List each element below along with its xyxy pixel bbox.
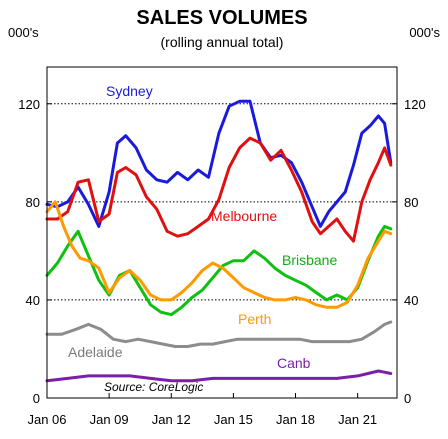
series-line-sydney	[45, 99, 393, 228]
series-line-brisbane	[45, 224, 393, 317]
y-tick-label-right: 120	[404, 97, 426, 112]
series-label-brisbane: Brisbane	[282, 252, 337, 268]
series-label-melbourne: Melbourne	[211, 208, 277, 224]
y-unit-right: 000's	[409, 25, 440, 40]
x-tick-label: Jan 15	[214, 412, 253, 427]
y-unit-left: 000's	[8, 25, 39, 40]
series-label-adelaide: Adelaide	[68, 344, 123, 360]
series-lines	[45, 99, 393, 383]
y-axis-left-labels: 0 40 80 120	[18, 97, 40, 406]
y-tick-label-left: 0	[33, 391, 40, 406]
series-label-canb: Canb	[277, 355, 311, 371]
y-tick-label-right: 80	[404, 195, 418, 210]
x-tick-label: Jan 09	[90, 412, 129, 427]
x-tick-label: Jan 18	[276, 412, 315, 427]
x-axis-labels: Jan 06 Jan 09 Jan 12 Jan 15 Jan 18 Jan 21	[27, 412, 377, 427]
source-note: Source: CoreLogic	[104, 380, 203, 394]
series-line-perth	[45, 200, 393, 309]
chart-subtitle: (rolling annual total)	[161, 34, 284, 50]
axis-ticks	[46, 103, 397, 399]
y-tick-label-right: 0	[404, 391, 411, 406]
y-tick-label-left: 120	[18, 97, 40, 112]
chart-title: SALES VOLUMES	[136, 7, 307, 29]
x-tick-label: Jan 12	[152, 412, 191, 427]
series-label-sydney: Sydney	[106, 83, 153, 99]
series-label-perth: Perth	[238, 311, 271, 327]
y-axis-right-labels: 0 40 80 120	[404, 97, 426, 406]
y-tick-label-left: 40	[26, 293, 40, 308]
series-line-canb	[45, 369, 393, 383]
x-tick-label: Jan 06	[27, 412, 66, 427]
y-tick-label-right: 40	[404, 293, 418, 308]
x-tick-label: Jan 21	[338, 412, 377, 427]
series-line-adelaide	[45, 320, 393, 348]
y-tick-label-left: 80	[26, 195, 40, 210]
plot-frame	[46, 66, 398, 399]
series-line-melbourne	[45, 136, 393, 243]
